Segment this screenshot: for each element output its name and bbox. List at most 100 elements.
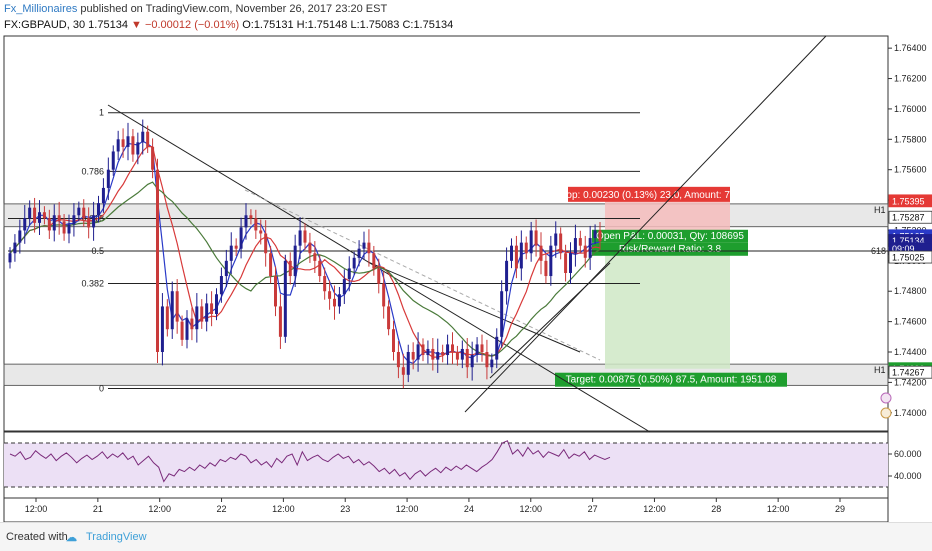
- candle-body[interactable]: [33, 207, 37, 223]
- candle-body[interactable]: [274, 276, 277, 307]
- candle-body[interactable]: [529, 230, 533, 254]
- candle-body[interactable]: [500, 291, 504, 337]
- candle-body[interactable]: [23, 218, 27, 231]
- candle-body[interactable]: [313, 253, 317, 261]
- candle-body[interactable]: [87, 218, 91, 228]
- candle-body[interactable]: [131, 136, 135, 155]
- candle-body[interactable]: [573, 238, 577, 254]
- candle-body[interactable]: [559, 233, 563, 254]
- candle-body[interactable]: [455, 352, 459, 360]
- candle-body[interactable]: [8, 253, 12, 263]
- candle-body[interactable]: [205, 303, 209, 322]
- candle-body[interactable]: [401, 367, 405, 375]
- candle-body[interactable]: [333, 298, 336, 307]
- target-zone[interactable]: [605, 235, 730, 369]
- candle-body[interactable]: [62, 221, 66, 234]
- candle-body[interactable]: [106, 169, 110, 188]
- candle-body[interactable]: [234, 245, 238, 249]
- candle-body[interactable]: [67, 224, 71, 234]
- candle-body[interactable]: [578, 238, 582, 246]
- candle-body[interactable]: [588, 238, 592, 258]
- author-link[interactable]: Fx_Millionaires: [4, 3, 78, 15]
- candle-body[interactable]: [269, 253, 273, 277]
- candle-body[interactable]: [357, 248, 361, 258]
- rsi-line[interactable]: [9, 440, 611, 483]
- candle-body[interactable]: [510, 245, 513, 261]
- candle-body[interactable]: [156, 169, 159, 352]
- candle-body[interactable]: [175, 291, 179, 322]
- candle-body[interactable]: [475, 344, 479, 356]
- candle-body[interactable]: [38, 212, 41, 223]
- candle-body[interactable]: [195, 306, 199, 330]
- candle-body[interactable]: [436, 352, 440, 360]
- candle-body[interactable]: [514, 245, 518, 269]
- candle-body[interactable]: [264, 233, 268, 254]
- candle-body[interactable]: [342, 279, 346, 295]
- candle-body[interactable]: [396, 352, 400, 368]
- candle-body[interactable]: [136, 142, 140, 155]
- candle-body[interactable]: [495, 336, 499, 360]
- candle-body[interactable]: [77, 207, 81, 216]
- candle-body[interactable]: [362, 242, 366, 249]
- candle-body[interactable]: [308, 242, 312, 254]
- candle-body[interactable]: [593, 230, 597, 239]
- event-marker-icon[interactable]: [880, 407, 892, 419]
- candle-body[interactable]: [111, 151, 115, 170]
- candle-body[interactable]: [372, 253, 376, 269]
- candle-body[interactable]: [367, 242, 371, 254]
- candle-body[interactable]: [101, 187, 105, 204]
- candle-body[interactable]: [303, 230, 307, 243]
- candle-body[interactable]: [82, 207, 86, 219]
- candle-body[interactable]: [151, 146, 155, 170]
- candle-body[interactable]: [583, 245, 587, 258]
- candle-body[interactable]: [337, 294, 341, 307]
- candle-body[interactable]: [57, 215, 61, 222]
- candle-body[interactable]: [146, 131, 150, 147]
- candle-body[interactable]: [564, 253, 568, 273]
- candle-body[interactable]: [190, 318, 194, 330]
- candle-body[interactable]: [219, 276, 223, 295]
- candle-body[interactable]: [170, 291, 174, 330]
- candle-body[interactable]: [451, 344, 454, 352]
- candle-body[interactable]: [293, 245, 297, 277]
- candle-body[interactable]: [387, 306, 391, 330]
- candle-body[interactable]: [431, 348, 435, 360]
- candle-body[interactable]: [259, 230, 263, 234]
- candle-body[interactable]: [185, 318, 189, 340]
- candle-body[interactable]: [421, 344, 425, 356]
- tradingview-logo-icon[interactable]: ☁: [66, 532, 77, 544]
- candle-body[interactable]: [249, 215, 253, 219]
- candle-body[interactable]: [224, 260, 228, 277]
- candle-body[interactable]: [470, 355, 474, 368]
- candle-body[interactable]: [446, 344, 450, 356]
- candle-body[interactable]: [485, 352, 489, 368]
- candle-body[interactable]: [160, 306, 164, 352]
- trendline[interactable]: [464, 35, 827, 413]
- event-marker-icon[interactable]: [880, 392, 892, 404]
- trendline[interactable]: [489, 262, 611, 379]
- candle-body[interactable]: [406, 352, 410, 375]
- candle-body[interactable]: [505, 260, 509, 292]
- candle-body[interactable]: [97, 203, 100, 216]
- candle-body[interactable]: [539, 245, 543, 261]
- candle-body[interactable]: [72, 215, 76, 225]
- candle-body[interactable]: [180, 321, 184, 340]
- candle-body[interactable]: [126, 136, 130, 147]
- candle-body[interactable]: [598, 230, 602, 242]
- candle-body[interactable]: [460, 348, 464, 360]
- candle-body[interactable]: [42, 212, 46, 219]
- candle-body[interactable]: [465, 348, 469, 368]
- candle-body[interactable]: [318, 260, 322, 277]
- candle-body[interactable]: [229, 245, 233, 261]
- trendline[interactable]: [367, 261, 581, 353]
- candle-body[interactable]: [254, 218, 258, 231]
- tradingview-link[interactable]: TradingView: [86, 531, 147, 543]
- candle-body[interactable]: [121, 139, 125, 147]
- candle-body[interactable]: [278, 306, 282, 337]
- candle-body[interactable]: [52, 215, 56, 231]
- candle-body[interactable]: [323, 276, 327, 292]
- candle-body[interactable]: [490, 359, 494, 368]
- candle-body[interactable]: [352, 257, 356, 269]
- candle-body[interactable]: [416, 344, 420, 360]
- candle-body[interactable]: [441, 352, 445, 356]
